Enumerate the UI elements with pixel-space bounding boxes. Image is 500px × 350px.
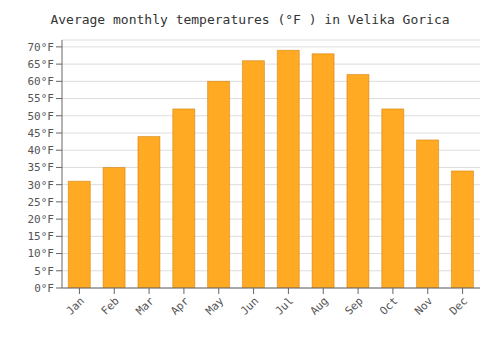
svg-text:Dec: Dec (447, 294, 470, 317)
svg-text:55°F: 55°F (28, 92, 55, 105)
svg-text:50°F: 50°F (28, 110, 55, 123)
svg-text:Sep: Sep (342, 294, 365, 317)
svg-text:Aug: Aug (308, 294, 331, 317)
svg-text:35°F: 35°F (28, 161, 55, 174)
svg-text:20°F: 20°F (28, 213, 55, 226)
svg-text:May: May (203, 294, 227, 318)
svg-text:Feb: Feb (99, 294, 122, 317)
svg-text:0°F: 0°F (34, 282, 54, 295)
svg-text:30°F: 30°F (28, 179, 55, 192)
svg-text:5°F: 5°F (34, 265, 54, 278)
svg-text:Mar: Mar (133, 294, 157, 318)
svg-text:40°F: 40°F (28, 144, 55, 157)
svg-text:65°F: 65°F (28, 58, 55, 71)
svg-text:45°F: 45°F (28, 127, 55, 140)
html-text:Average monthly temperatures (: Average monthly temperatures (°F ) in Ve… (50, 12, 450, 27)
svg-text:60°F: 60°F (28, 75, 55, 88)
svg-text:Jun: Jun (238, 294, 261, 317)
svg-text:Jul: Jul (273, 294, 296, 317)
svg-text:10°F: 10°F (28, 247, 55, 260)
svg-text:25°F: 25°F (28, 196, 55, 209)
svg-text:Nov: Nov (412, 294, 436, 318)
svg-text:70°F: 70°F (28, 41, 55, 54)
svg-text:Oct: Oct (377, 294, 400, 317)
svg-text:Jan: Jan (64, 294, 87, 317)
svg-text:15°F: 15°F (28, 230, 55, 243)
svg-text:Apr: Apr (168, 294, 192, 318)
